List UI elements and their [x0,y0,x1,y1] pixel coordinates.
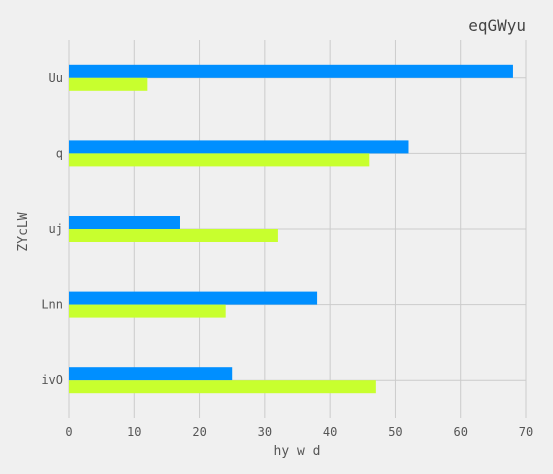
y-tick-label: q [56,146,63,160]
chart-title: eqGWyu [468,16,526,35]
x-tick-label: 40 [323,425,337,439]
y-tick-label: Uu [49,71,63,85]
y-tick-label: Lnn [41,298,63,312]
y-tick-label: uj [49,222,63,236]
bar-series-1 [69,64,513,78]
x-tick-label: 70 [519,425,533,439]
x-tick-label: 30 [258,425,272,439]
bar-series-1 [69,291,318,305]
bar-series-2 [69,380,376,394]
bars [69,64,513,394]
bar-series-2 [69,229,278,242]
y-axis-label: ZYcLW [16,212,31,251]
x-tick-labels: 0 10 20 30 40 50 60 70 [65,425,533,439]
bar-series-2 [69,153,370,167]
x-tick-label: 10 [127,425,141,439]
bar-series-2 [69,77,148,91]
bar-series-1 [69,367,233,381]
y-tick-labels: Uu q uj Lnn ivO [41,71,63,387]
x-tick-label: 20 [192,425,206,439]
x-tick-label: 0 [65,425,72,439]
bar-series-1 [69,140,409,154]
x-tick-label: 60 [453,425,467,439]
bar-series-2 [69,304,226,318]
bar-series-1 [69,216,180,229]
y-tick-label: ivO [41,373,63,387]
x-tick-label: 50 [388,425,402,439]
x-axis-label: hy w d [274,444,321,459]
